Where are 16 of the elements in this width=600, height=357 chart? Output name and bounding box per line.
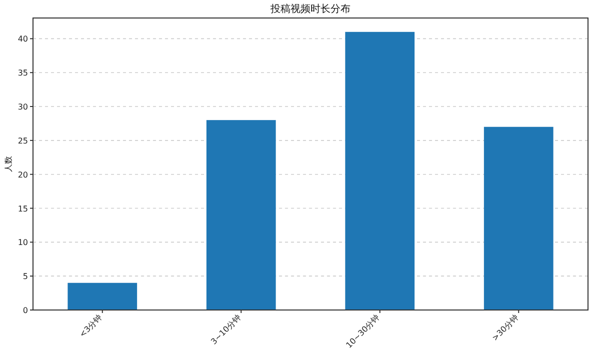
y-tick-label: 25	[18, 136, 28, 146]
bar	[68, 282, 138, 310]
y-tick-label: 30	[18, 102, 28, 112]
y-tick-label: 20	[18, 170, 28, 180]
y-axis-title: 人数	[4, 156, 13, 172]
chart-title: 投稿视频时长分布	[270, 3, 350, 15]
y-tick-label: 15	[18, 204, 28, 214]
bar	[484, 126, 554, 310]
y-tick-label: 0	[22, 306, 28, 315]
y-tick-label: 35	[18, 68, 28, 78]
bar	[345, 32, 415, 310]
y-tick-label: 40	[18, 34, 28, 44]
y-tick-label: 10	[18, 238, 28, 248]
bar	[206, 120, 276, 310]
y-tick-label: 5	[22, 272, 28, 282]
x-tick-label: <3分钟	[78, 313, 104, 340]
